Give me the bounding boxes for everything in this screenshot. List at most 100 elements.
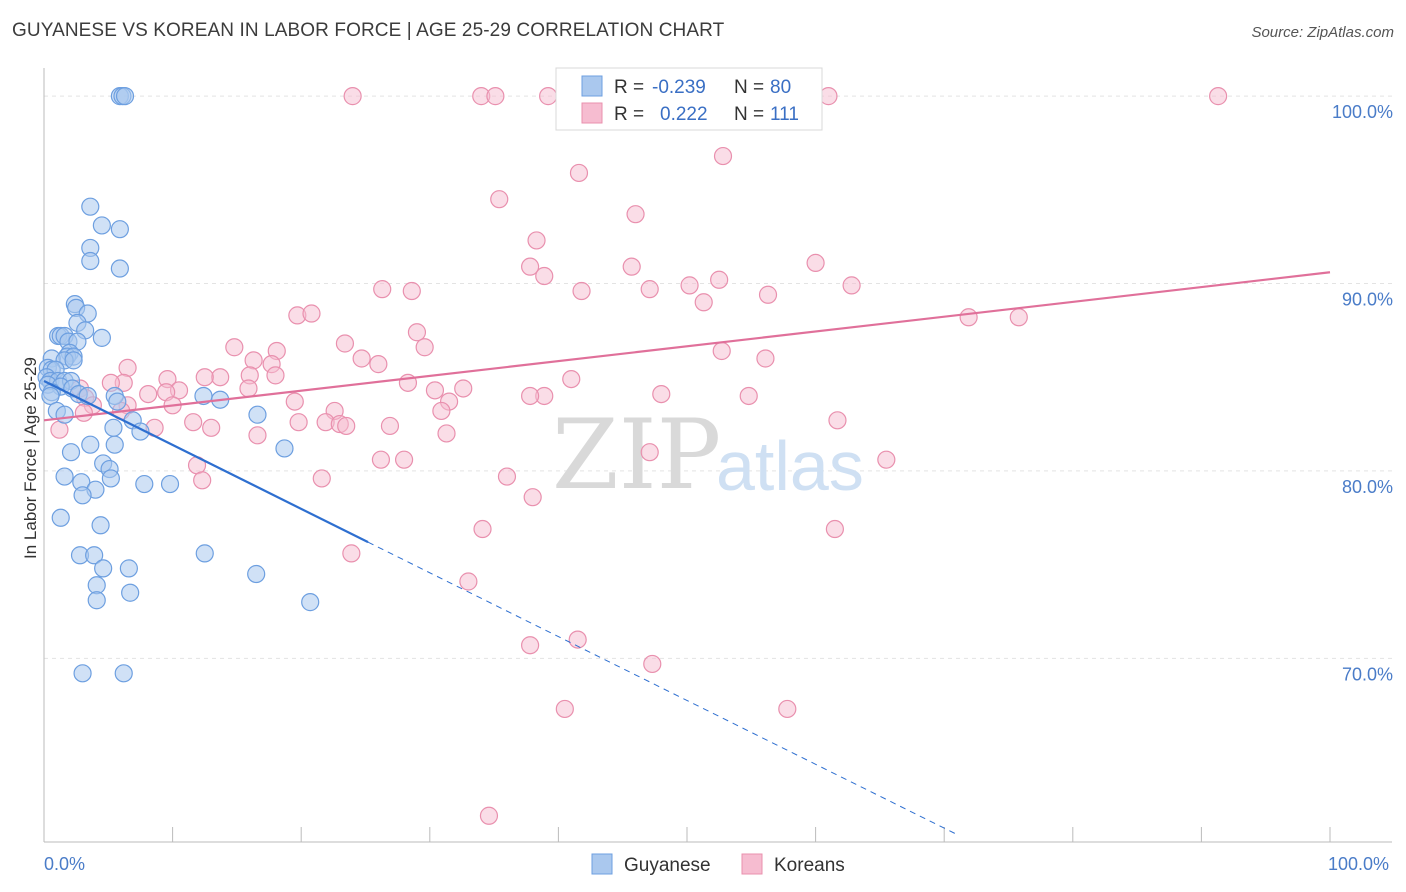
point-guyanese-53 bbox=[61, 443, 81, 462]
point-koreans-54 bbox=[139, 384, 158, 404]
point-koreans-99 bbox=[432, 401, 451, 421]
point-koreans-28 bbox=[407, 323, 427, 342]
point-koreans-81 bbox=[371, 450, 391, 469]
point-koreans-79 bbox=[437, 424, 456, 443]
point-koreans-18 bbox=[640, 280, 659, 299]
point-guyanese-47 bbox=[248, 405, 267, 424]
points-koreans bbox=[50, 87, 1228, 825]
point-koreans-9 bbox=[626, 205, 645, 224]
point-koreans-34 bbox=[756, 349, 775, 368]
point-koreans-87 bbox=[497, 467, 517, 486]
point-koreans-33 bbox=[712, 341, 731, 361]
point-guyanese-52 bbox=[105, 435, 124, 454]
point-koreans-25 bbox=[302, 304, 321, 323]
point-guyanese-74 bbox=[87, 591, 106, 610]
point-koreans-26 bbox=[959, 308, 978, 327]
point-koreans-96 bbox=[555, 699, 574, 719]
point-guyanese-58 bbox=[101, 469, 120, 488]
point-koreans-57 bbox=[739, 386, 758, 406]
point-koreans-69 bbox=[289, 413, 308, 432]
legend-n-value-guyanese: 80 bbox=[770, 77, 791, 98]
point-guyanese-8 bbox=[110, 259, 129, 278]
trend-line-koreans bbox=[43, 271, 1331, 422]
point-koreans-78 bbox=[248, 426, 267, 445]
point-guyanese-65 bbox=[91, 516, 110, 535]
point-koreans-22 bbox=[758, 285, 778, 304]
legend-swatch-guyanese bbox=[581, 75, 603, 97]
point-koreans-19 bbox=[680, 276, 699, 295]
point-koreans-11 bbox=[521, 257, 540, 276]
point-koreans-60 bbox=[285, 392, 304, 411]
point-koreans-86 bbox=[312, 469, 331, 488]
point-guyanese-64 bbox=[51, 508, 70, 527]
point-guyanese-68 bbox=[195, 544, 214, 563]
point-koreans-15 bbox=[710, 270, 729, 289]
point-koreans-27 bbox=[1009, 308, 1028, 327]
point-guyanese-75 bbox=[301, 593, 320, 612]
point-guyanese-49 bbox=[104, 418, 123, 437]
point-koreans-5 bbox=[1209, 87, 1228, 106]
point-koreans-88 bbox=[523, 488, 542, 507]
point-guyanese-2 bbox=[115, 87, 135, 106]
y-tick-labels: 70.0% 80.0% 90.0% 100.0% bbox=[1332, 102, 1393, 684]
point-koreans-7 bbox=[569, 163, 589, 183]
point-guyanese-51 bbox=[81, 435, 100, 454]
point-koreans-20 bbox=[842, 276, 861, 295]
legend-r-label-koreans: R = bbox=[614, 104, 644, 125]
point-guyanese-67 bbox=[85, 546, 104, 565]
point-koreans-97 bbox=[778, 699, 797, 719]
point-koreans-75 bbox=[202, 418, 221, 437]
bottom-legend: Guyanese Koreans bbox=[591, 853, 845, 876]
point-koreans-8 bbox=[490, 190, 509, 209]
point-guyanese-70 bbox=[119, 559, 138, 578]
trend-line-guyanese bbox=[43, 379, 369, 544]
point-koreans-13 bbox=[806, 253, 825, 273]
point-guyanese-44 bbox=[108, 392, 127, 411]
point-koreans-85 bbox=[193, 471, 212, 490]
point-guyanese-39 bbox=[41, 386, 60, 406]
point-koreans-29 bbox=[335, 334, 355, 353]
point-guyanese-17 bbox=[92, 328, 111, 347]
chart-source: Source: ZipAtlas.com bbox=[1251, 24, 1394, 41]
point-koreans-98 bbox=[479, 806, 499, 825]
point-koreans-91 bbox=[342, 544, 361, 563]
point-koreans-82 bbox=[394, 450, 414, 469]
point-koreans-80 bbox=[640, 443, 659, 462]
bottom-legend-label-koreans: Koreans bbox=[774, 855, 845, 876]
x-tick-label-min: 0.0% bbox=[44, 854, 85, 874]
point-koreans-12 bbox=[622, 257, 641, 276]
point-koreans-89 bbox=[473, 519, 492, 539]
point-guyanese-4 bbox=[92, 216, 111, 235]
point-koreans-14 bbox=[535, 266, 554, 286]
point-koreans-21 bbox=[572, 281, 591, 301]
point-koreans-67 bbox=[74, 403, 93, 422]
y-tick-label-100: 100.0% bbox=[1332, 102, 1393, 122]
point-koreans-40 bbox=[266, 366, 285, 385]
y-tick-label-70: 70.0% bbox=[1342, 664, 1393, 684]
point-koreans-90 bbox=[825, 519, 844, 539]
y-tick-label-90: 90.0% bbox=[1342, 290, 1393, 310]
y-tick-label-80: 80.0% bbox=[1342, 477, 1393, 497]
point-guyanese-3 bbox=[81, 197, 100, 216]
watermark-zip: ZIP bbox=[552, 399, 721, 511]
point-koreans-94 bbox=[521, 636, 540, 655]
legend-r-label-guyanese: R = bbox=[614, 77, 644, 98]
point-koreans-49 bbox=[239, 379, 258, 398]
point-koreans-0 bbox=[343, 87, 362, 106]
point-guyanese-77 bbox=[114, 664, 133, 683]
y-axis-title: In Labor Force | Age 25-29 bbox=[21, 357, 40, 559]
point-koreans-95 bbox=[643, 654, 662, 674]
point-guyanese-7 bbox=[81, 251, 100, 271]
point-koreans-76 bbox=[828, 411, 847, 430]
point-koreans-6 bbox=[713, 146, 733, 166]
x-tick-label-max: 100.0% bbox=[1328, 854, 1389, 874]
point-koreans-42 bbox=[211, 368, 230, 387]
point-koreans-10 bbox=[527, 231, 546, 250]
point-koreans-37 bbox=[369, 355, 388, 374]
legend-r-value-guyanese: -0.239 bbox=[652, 77, 706, 98]
point-koreans-55 bbox=[652, 384, 671, 404]
point-koreans-72 bbox=[337, 416, 356, 436]
point-koreans-35 bbox=[244, 351, 263, 370]
point-koreans-17 bbox=[402, 281, 421, 301]
